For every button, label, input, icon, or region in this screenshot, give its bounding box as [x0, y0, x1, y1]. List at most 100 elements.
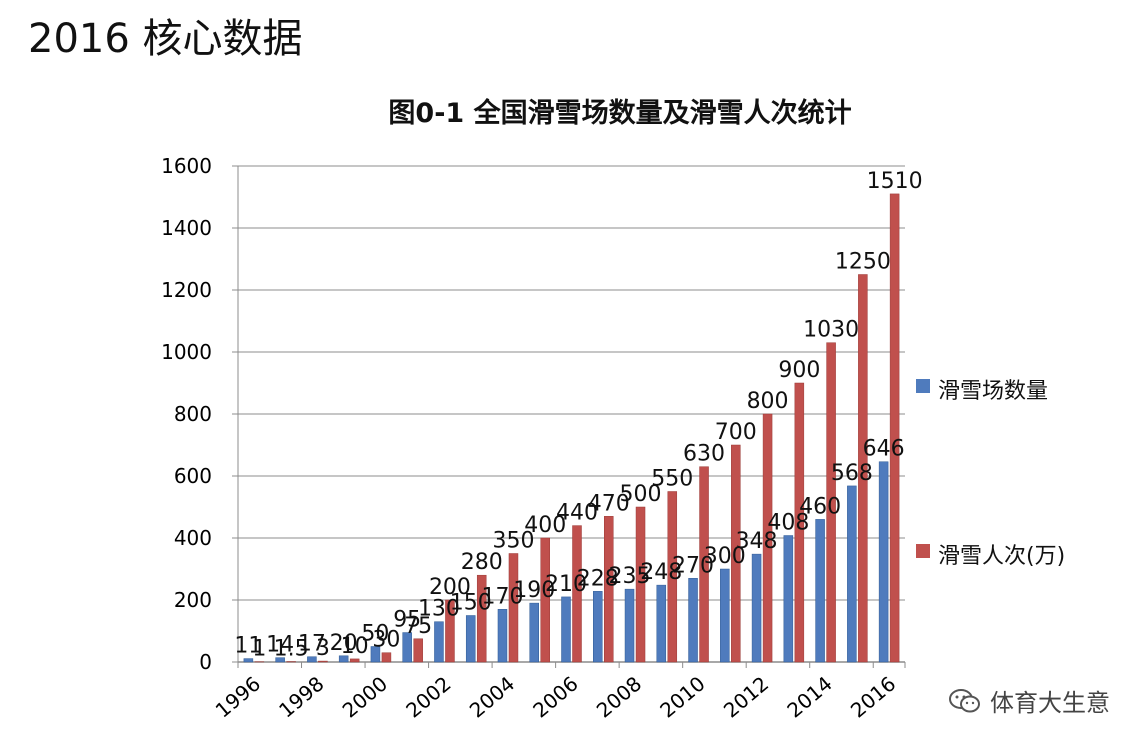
x-tick-label: 2004: [465, 671, 519, 722]
x-tick-label: 2010: [655, 671, 709, 722]
bar-series2-2004: [508, 553, 519, 663]
chart-title: 图0-1 全国滑雪场数量及滑雪人次统计: [388, 97, 851, 129]
data-label-series1-2002: 130: [418, 597, 460, 622]
data-label-series2-1996: 1: [252, 637, 266, 662]
data-label-series2-1998: 3: [316, 636, 330, 661]
x-tick-label: 2002: [401, 671, 455, 722]
x-tick-label: 2008: [592, 671, 646, 722]
y-tick-label: 400: [174, 526, 212, 550]
x-tick-label: 2016: [846, 671, 900, 722]
bar-series2-2003: [476, 574, 487, 663]
bar-series1-2008: [624, 588, 635, 663]
data-label-series2-2004: 350: [492, 529, 534, 554]
bar-series2-2001: [413, 638, 423, 663]
data-label-series1-2016: 646: [863, 437, 905, 462]
data-label-series2-1999: 10: [341, 634, 369, 659]
data-label-series1-2005: 190: [513, 578, 555, 603]
data-label-series1-1998: 17: [298, 632, 326, 657]
legend-label-series2: 滑雪人次(万): [938, 544, 1065, 569]
bar-series2-2013: [794, 382, 805, 663]
data-label-series1-2008: 235: [609, 564, 651, 589]
data-label-series2-2012: 800: [747, 389, 789, 414]
y-tick-label: 1600: [161, 154, 212, 178]
bar-series2-1998: [318, 660, 328, 663]
bar-series1-2012: [751, 553, 762, 663]
data-label-series1-2015: 568: [831, 461, 873, 486]
bars-layer: [243, 193, 900, 663]
bar-series2-2005: [540, 537, 550, 663]
bar-series1-2010: [688, 578, 698, 663]
bar-series1-2005: [529, 602, 539, 663]
data-label-series2-2007: 470: [588, 491, 630, 516]
x-tick-label: 2006: [528, 671, 582, 722]
data-label-series2-2006: 440: [556, 501, 598, 526]
bar-series1-2006: [561, 596, 571, 663]
data-label-series1-2009: 248: [640, 560, 682, 585]
data-label-series1-2010: 270: [672, 553, 714, 578]
watermark: 体育大生意: [948, 683, 1110, 718]
legend-swatch-series2: [916, 544, 930, 558]
data-label-series2-2002: 200: [429, 575, 471, 600]
y-tick-label: 1000: [161, 340, 212, 364]
bar-series2-2012: [762, 413, 773, 663]
bar-series1-2016: [878, 461, 889, 663]
data-label-series2-2005: 400: [524, 513, 566, 538]
bar-series1-1996: [243, 658, 254, 663]
data-label-series1-2000: 50: [361, 622, 389, 647]
x-tick-label: 2000: [338, 671, 392, 722]
watermark-text: 体育大生意: [990, 689, 1110, 717]
bar-series2-2006: [572, 525, 582, 663]
x-tick-label: 1996: [211, 671, 265, 722]
y-tick-label: 800: [174, 402, 212, 426]
bar-series1-2003: [465, 615, 476, 663]
data-label-series2-2014: 1030: [803, 318, 859, 343]
bar-series2-2015: [858, 274, 868, 663]
y-tick-label: 1200: [161, 278, 212, 302]
data-label-series2-2001: 75: [404, 614, 432, 639]
data-label-series2-2000: 30: [372, 628, 400, 653]
bar-series1-1997: [275, 657, 285, 663]
data-label-series2-2011: 700: [715, 420, 757, 445]
bar-series1-2013: [783, 535, 794, 663]
bar-series1-2007: [593, 591, 603, 663]
bar-series2-2009: [667, 491, 678, 663]
data-label-series2-2010: 630: [683, 442, 725, 467]
legend: 滑雪场数量 滑雪人次(万): [916, 379, 1065, 569]
page-title: 2016 核心数据: [28, 16, 303, 62]
data-label-series1-2014: 460: [799, 494, 841, 519]
bar-series2-2014: [826, 342, 836, 663]
y-tick-label: 600: [174, 464, 212, 488]
x-tick-label: 1998: [274, 671, 328, 722]
x-axis: 1996 1998 2000 2002 2004 2006 2008 2010 2012 2014…: [211, 662, 900, 723]
data-label-series1-2004: 170: [481, 584, 523, 609]
data-label-series2-2009: 550: [651, 467, 693, 492]
bar-series1-2004: [497, 609, 508, 663]
data-label-series1-1999: 20: [330, 631, 358, 656]
data-label-series1-1997: 14: [266, 633, 294, 658]
data-labels: 11 14 17 20 50951301501701902102282352482703…: [234, 169, 922, 662]
bar-series1-1998: [307, 656, 317, 663]
bar-series2-2008: [635, 506, 646, 663]
bar-series2-2002: [445, 599, 455, 663]
data-label-series2-2008: 500: [620, 482, 662, 507]
data-label-series2-2013: 900: [778, 358, 820, 383]
y-tick-label: 200: [174, 588, 212, 612]
bar-series1-2000: [370, 646, 381, 663]
data-label-series1-2003: 150: [450, 591, 492, 616]
bar-series2-2011: [731, 444, 741, 663]
y-tick-label: 1400: [161, 216, 212, 240]
bar-series2-2000: [381, 652, 392, 663]
data-label-series1-2011: 300: [704, 544, 746, 569]
x-tick-label: 2012: [719, 671, 773, 722]
bar-series1-2002: [434, 621, 444, 663]
bar-series2-1999: [349, 658, 360, 663]
legend-swatch-series1: [916, 379, 930, 393]
x-tick-label: 2014: [782, 671, 836, 722]
data-label-series1-2001: 95: [393, 608, 421, 633]
y-tick-label: 0: [199, 650, 212, 674]
bar-series2-2016: [889, 193, 900, 663]
bar-series1-2011: [720, 568, 730, 663]
bar-series1-2001: [402, 632, 412, 663]
